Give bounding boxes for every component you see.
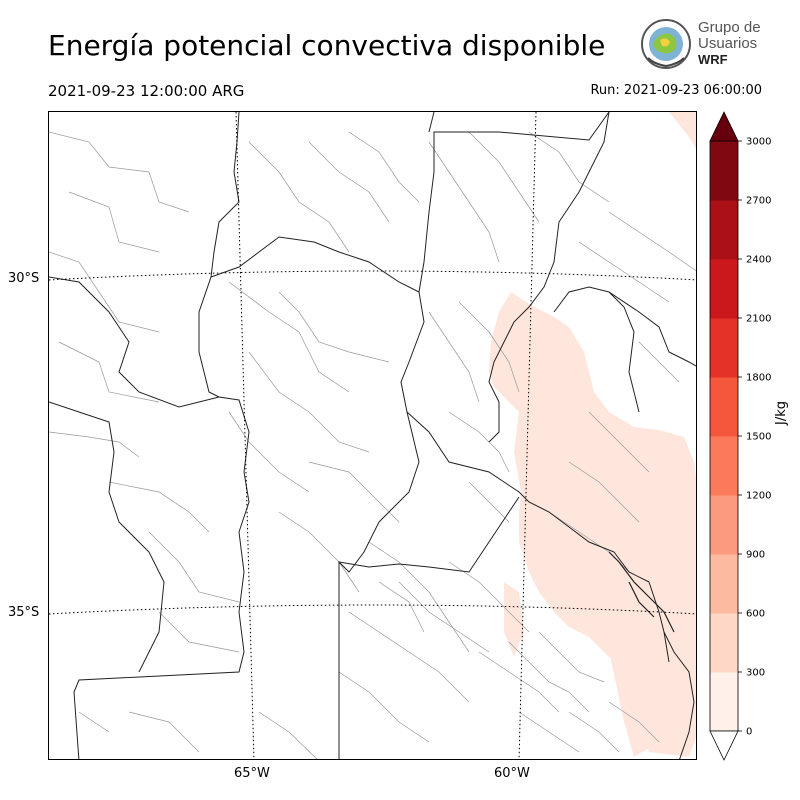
colorbar-tick-label: 600 (746, 609, 765, 620)
colorbar-tick-label: 2400 (746, 255, 771, 266)
map-panel (48, 111, 697, 760)
graticule (49, 112, 696, 759)
colorbar-ticks: 0 300 600 900 1200 1500 1800 2100 2400 2700 3000 (738, 137, 771, 738)
colorbar-segment (710, 141, 738, 201)
province-borders (49, 112, 696, 759)
colorbar-extend-max (709, 111, 739, 142)
department-borders (49, 131, 696, 759)
logo-line-1: Grupo de (698, 19, 761, 36)
run-time: Run: 2021-09-23 06:00:00 (590, 83, 762, 98)
colorbar-segment (710, 672, 738, 732)
colorbar-segment (710, 318, 738, 378)
lon-label-65w: 65°W (234, 766, 270, 781)
colorbar-segment (710, 554, 738, 614)
logo-line-2: Usuarios (698, 35, 758, 52)
colorbar-tick-label: 900 (746, 550, 765, 561)
colorbar-tick-label: 2700 (746, 196, 771, 207)
colorbar-tick-label: 2100 (746, 314, 771, 325)
colorbar-tick-label: 3000 (746, 137, 771, 148)
colorbar-tick-label: 1500 (746, 432, 771, 443)
colorbar-tick-label: 1800 (746, 373, 771, 384)
lat-label-35s: 35°S (8, 605, 40, 620)
colorbar-segment (710, 377, 738, 437)
colorbar-segments (709, 140, 739, 732)
seal-icon (641, 19, 691, 69)
map-title: Energía potencial convectiva disponible (48, 29, 606, 62)
lat-label-30s: 30°S (8, 271, 40, 286)
colorbar-segment (710, 613, 738, 673)
colorbar-segment (710, 495, 738, 555)
wrf-users-logo: Grupo de Usuarios WRF (638, 16, 768, 72)
lon-label-60w: 60°W (494, 766, 530, 781)
colorbar-segment (710, 259, 738, 319)
colorbar-tick-label: 1200 (746, 491, 771, 502)
cape-field (489, 112, 696, 757)
logo-line-3: WRF (698, 52, 728, 67)
colorbar-segment (710, 436, 738, 496)
colorbar: 0 300 600 900 1200 1500 1800 2100 2400 2700 3000 (709, 111, 771, 761)
colorbar-tick-label: 300 (746, 668, 765, 679)
colorbar-segment (710, 200, 738, 260)
valid-time: 2021-09-23 12:00:00 ARG (48, 82, 245, 100)
colorbar-unit: J/kg (774, 401, 789, 425)
colorbar-tick-label: 0 (746, 727, 752, 738)
colorbar-extend-min (709, 730, 739, 761)
river-plate-coast (608, 551, 675, 633)
map-canvas (49, 112, 696, 759)
